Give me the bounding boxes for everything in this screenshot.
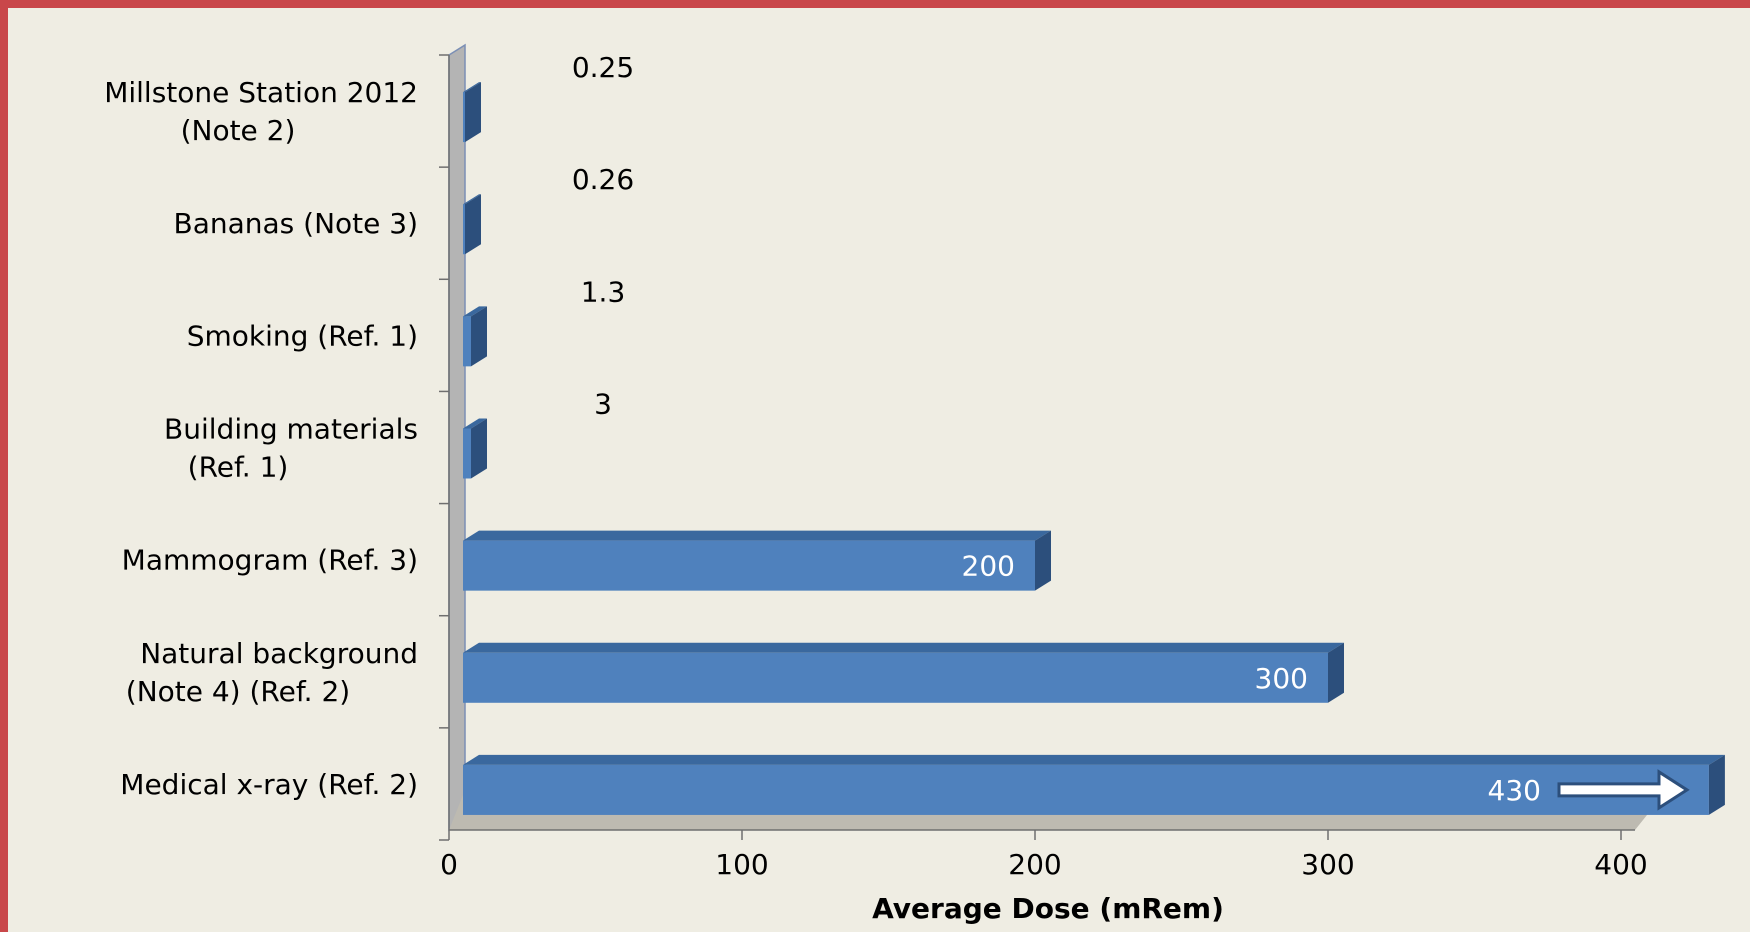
bar-side: [471, 418, 487, 479]
x-tick-label: 400: [1594, 848, 1647, 881]
category-label: Bananas (Note 3): [173, 207, 418, 240]
category-label: Mammogram (Ref. 3): [122, 544, 418, 577]
category-label: Smoking (Ref. 1): [187, 319, 418, 352]
dose-bar-chart: 0 100 200 300 400 Average Dose (mRem) 0.25 Mill…: [104, 43, 1725, 925]
category-label: (Note 2): [181, 114, 296, 147]
bar-side: [1708, 754, 1725, 815]
overflow-arrow: [1557, 769, 1690, 811]
data-label: 0.26: [572, 163, 634, 196]
bar-side: [1328, 642, 1344, 703]
bar-front: [463, 92, 465, 143]
bar-top: [463, 194, 481, 205]
bar-top: [463, 530, 1051, 541]
bar: [463, 82, 481, 143]
data-label: 1.3: [581, 275, 626, 308]
bar-front: [463, 316, 471, 367]
back-wall: [448, 43, 466, 832]
category-label: Building materials: [164, 413, 418, 446]
data-label: 0.25: [572, 51, 634, 84]
bar-front: [463, 204, 465, 255]
bar: [463, 642, 1344, 703]
bar-front: [463, 428, 471, 479]
bar: [463, 754, 1725, 815]
bar-side: [465, 194, 481, 255]
bar-top: [463, 306, 487, 317]
bar: [463, 530, 1051, 591]
x-axis-title: Average Dose (mRem): [872, 892, 1224, 925]
category-label: (Ref. 1): [188, 451, 289, 484]
x-tick-label: 300: [1301, 848, 1354, 881]
x-tick-label: 100: [715, 848, 768, 881]
chart-frame: 0 100 200 300 400 Average Dose (mRem) 0.25 Mill…: [8, 8, 1750, 932]
bar: [463, 418, 487, 479]
bar-top: [463, 82, 481, 93]
category-label: Medical x-ray (Ref. 2): [120, 768, 418, 801]
bar-front: [463, 540, 1035, 591]
bar-front: [463, 764, 1709, 815]
bar-side: [465, 82, 481, 143]
data-label: 300: [1255, 662, 1308, 695]
category-label: Millstone Station 2012: [104, 76, 418, 109]
bar-top: [463, 754, 1725, 765]
bar-front: [463, 652, 1328, 703]
bar-top: [463, 642, 1344, 653]
category-label: Natural background: [140, 637, 418, 670]
category-label: (Note 4) (Ref. 2): [126, 675, 350, 708]
bar: [463, 306, 487, 367]
bar: [463, 194, 481, 255]
data-label: 3: [594, 387, 612, 420]
data-label: 430: [1488, 774, 1541, 807]
bar-side: [1035, 530, 1051, 591]
bar-top: [463, 418, 487, 429]
bar-side: [471, 306, 487, 367]
x-tick-label: 200: [1008, 848, 1061, 881]
data-label: 200: [962, 550, 1015, 583]
x-tick-label: 0: [440, 848, 458, 881]
